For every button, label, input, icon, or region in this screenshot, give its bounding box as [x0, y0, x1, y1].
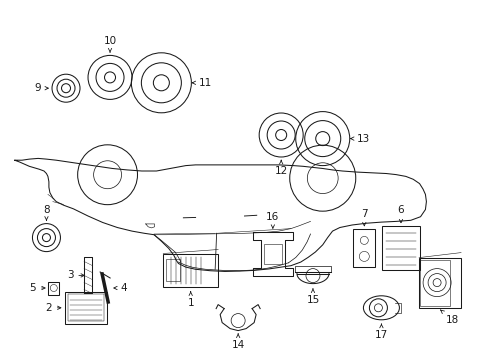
- Text: 11: 11: [192, 78, 212, 88]
- Text: 17: 17: [374, 324, 387, 340]
- Text: 18: 18: [440, 310, 458, 325]
- Text: 6: 6: [397, 206, 404, 223]
- Bar: [418, 258, 460, 307]
- Bar: [64, 292, 106, 324]
- Bar: [166, 259, 180, 281]
- Bar: [419, 260, 449, 306]
- Bar: [353, 229, 374, 267]
- Text: 2: 2: [45, 303, 61, 313]
- Bar: [163, 253, 218, 287]
- Text: 13: 13: [350, 134, 369, 144]
- Text: 12: 12: [274, 160, 287, 176]
- Text: 10: 10: [103, 36, 116, 52]
- Text: 14: 14: [231, 334, 244, 350]
- Text: 5: 5: [29, 283, 45, 293]
- Bar: [264, 244, 281, 264]
- Text: 16: 16: [265, 212, 279, 228]
- Bar: [381, 226, 419, 270]
- Text: 4: 4: [114, 283, 127, 293]
- Text: 7: 7: [360, 210, 367, 226]
- Text: 3: 3: [66, 270, 84, 280]
- Bar: [48, 282, 59, 294]
- Text: 1: 1: [187, 292, 194, 307]
- Text: 15: 15: [305, 289, 319, 305]
- Bar: [67, 294, 103, 321]
- Text: 9: 9: [35, 83, 48, 93]
- Text: 8: 8: [43, 204, 50, 220]
